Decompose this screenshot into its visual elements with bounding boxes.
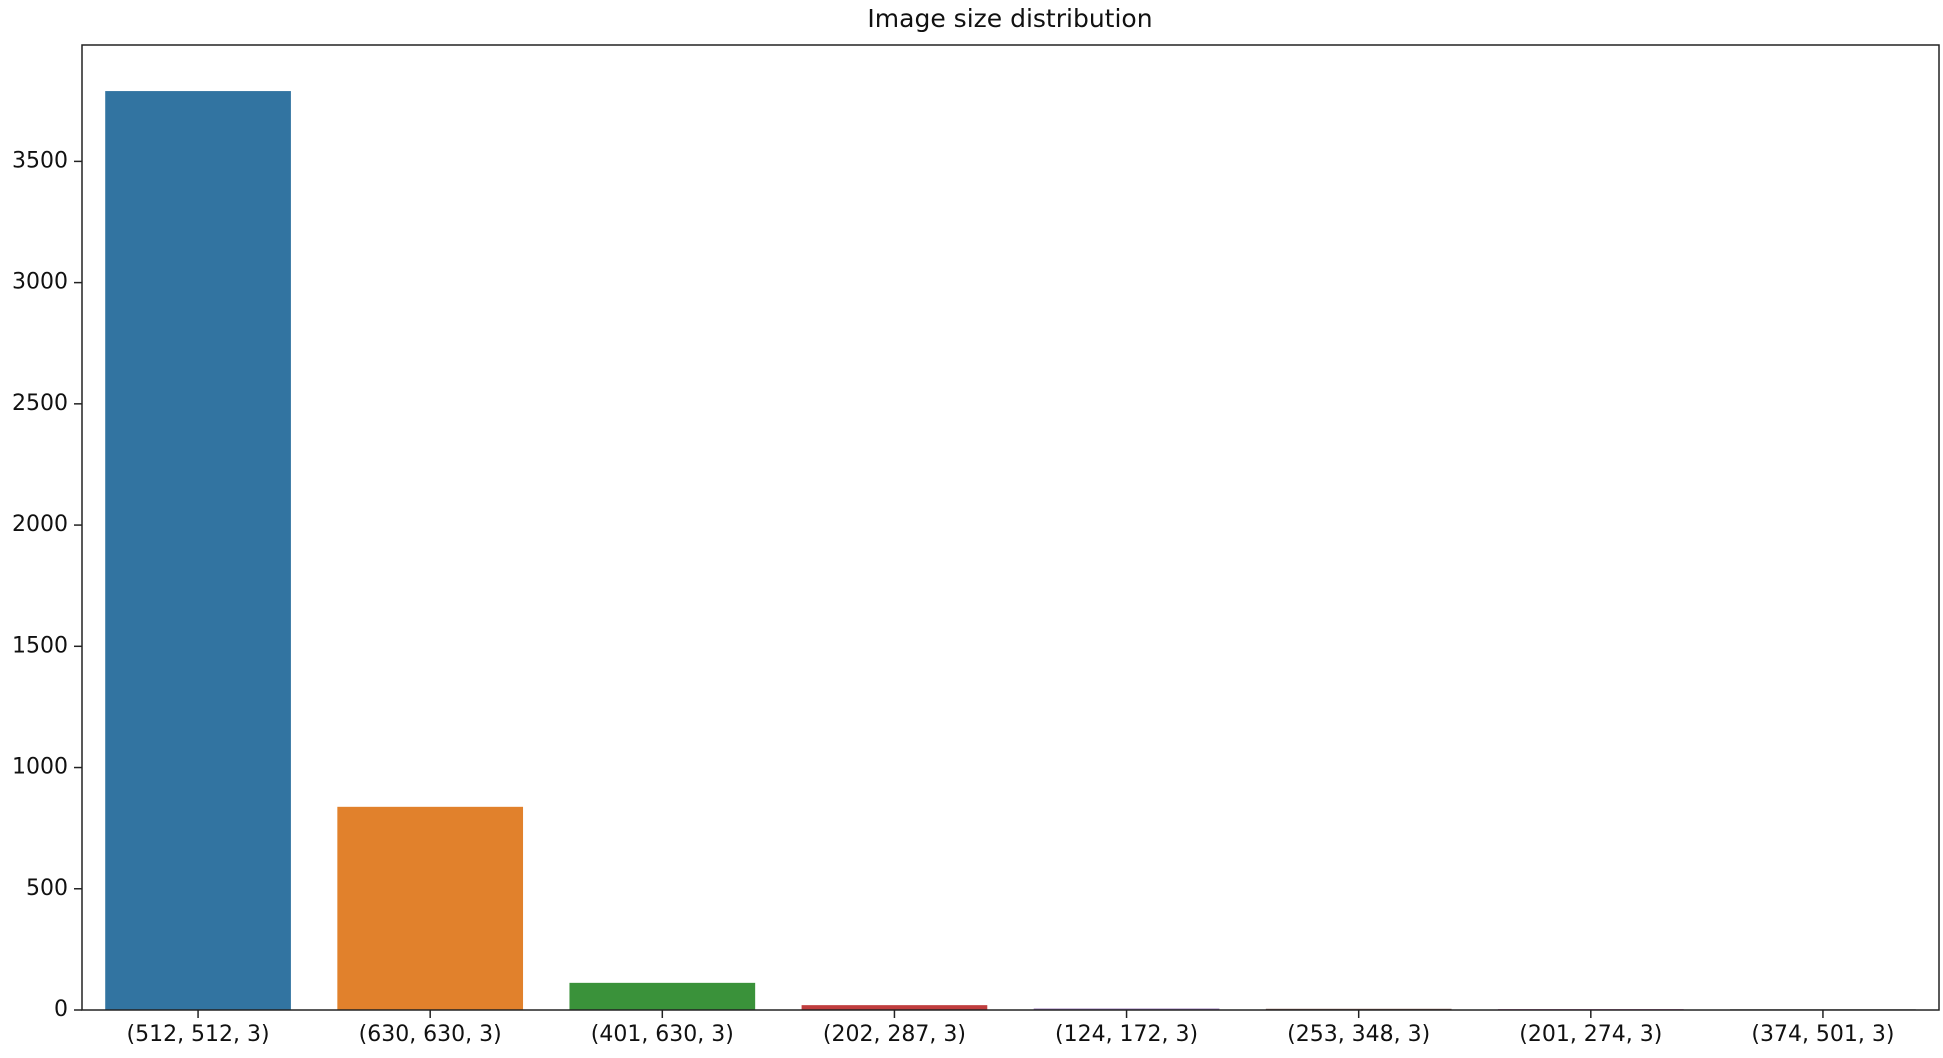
y-tick-label: 500 <box>26 876 68 901</box>
y-tick-label: 2000 <box>12 512 68 537</box>
x-tick-label: (630, 630, 3) <box>359 1022 502 1047</box>
y-tick-label: 2500 <box>12 391 68 416</box>
bar <box>105 91 291 1010</box>
y-tick-label: 3000 <box>12 270 68 295</box>
x-tick-label: (201, 274, 3) <box>1519 1022 1662 1047</box>
chart-title: Image size distribution <box>867 4 1152 33</box>
y-tick-label: 1000 <box>12 755 68 780</box>
bar <box>801 1005 988 1010</box>
y-tick-label: 0 <box>54 997 68 1022</box>
bar <box>569 982 756 1010</box>
plot-frame <box>81 44 1940 1011</box>
x-tick-label: (202, 287, 3) <box>823 1022 966 1047</box>
x-tick-label: (124, 172, 3) <box>1055 1022 1198 1047</box>
y-tick-label: 1500 <box>12 633 68 658</box>
y-tick-label: 3500 <box>12 148 68 173</box>
x-tick-label: (512, 512, 3) <box>127 1022 270 1047</box>
x-tick-label: (401, 630, 3) <box>591 1022 734 1047</box>
bar <box>337 806 524 1010</box>
x-tick-label: (253, 348, 3) <box>1287 1022 1430 1047</box>
x-tick-label: (374, 501, 3) <box>1751 1022 1894 1047</box>
